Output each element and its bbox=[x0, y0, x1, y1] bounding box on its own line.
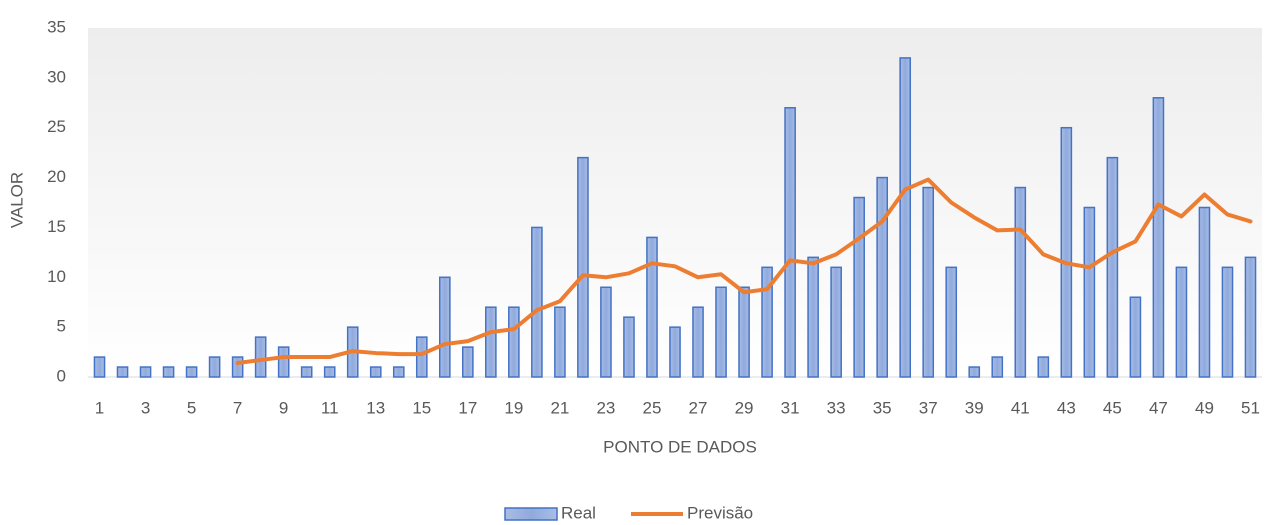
bar bbox=[1175, 266, 1188, 378]
x-tick-label: 45 bbox=[1103, 398, 1122, 417]
y-tick-label: 25 bbox=[47, 117, 66, 136]
bar bbox=[531, 226, 543, 378]
bar bbox=[1129, 296, 1142, 378]
bar bbox=[277, 346, 290, 378]
y-tick-label: 5 bbox=[57, 317, 66, 336]
bar bbox=[1060, 126, 1073, 378]
x-tick-label: 41 bbox=[1011, 398, 1030, 417]
x-tick-label: 33 bbox=[827, 398, 846, 417]
x-tick-label: 3 bbox=[141, 398, 150, 417]
bar bbox=[185, 366, 198, 378]
bar bbox=[116, 366, 129, 378]
bar bbox=[208, 356, 221, 378]
bar bbox=[646, 236, 658, 378]
x-tick-label: 43 bbox=[1057, 398, 1076, 417]
legend-swatch bbox=[504, 507, 558, 521]
x-tick-label: 17 bbox=[458, 398, 477, 417]
y-tick-label: 0 bbox=[57, 366, 66, 385]
bar bbox=[945, 266, 958, 378]
y-tick-label: 30 bbox=[47, 67, 66, 86]
y-tick-label: 35 bbox=[47, 17, 66, 36]
x-tick-label: 23 bbox=[596, 398, 615, 417]
x-tick-label: 29 bbox=[735, 398, 754, 417]
bar bbox=[369, 366, 382, 378]
bar bbox=[1014, 186, 1027, 378]
bar bbox=[1037, 356, 1050, 378]
x-tick-label: 37 bbox=[919, 398, 938, 417]
x-tick-label: 11 bbox=[321, 398, 339, 417]
bar bbox=[807, 256, 819, 378]
bar bbox=[715, 286, 727, 378]
legend-label: Real bbox=[561, 503, 596, 522]
bar bbox=[830, 266, 842, 378]
bar bbox=[438, 276, 451, 378]
bar bbox=[899, 57, 912, 378]
y-axis-title: VALOR bbox=[7, 172, 26, 228]
bar bbox=[300, 366, 313, 378]
y-tick-label: 15 bbox=[47, 217, 66, 236]
x-tick-label: 13 bbox=[366, 398, 385, 417]
bar bbox=[508, 306, 520, 378]
x-tick-label: 25 bbox=[643, 398, 662, 417]
bar bbox=[623, 316, 635, 378]
x-tick-label: 31 bbox=[781, 398, 800, 417]
bar bbox=[392, 366, 405, 378]
x-axis-title: PONTO DE DADOS bbox=[603, 437, 757, 456]
legend-label: Previsão bbox=[687, 503, 753, 522]
bar bbox=[1083, 206, 1096, 378]
x-tick-label: 49 bbox=[1195, 398, 1214, 417]
bar bbox=[1106, 156, 1119, 378]
bar bbox=[162, 366, 175, 378]
x-tick-label: 27 bbox=[689, 398, 708, 417]
bar bbox=[1152, 97, 1165, 378]
bar bbox=[853, 196, 865, 378]
bar bbox=[669, 326, 681, 378]
bar bbox=[784, 107, 796, 378]
bar bbox=[415, 336, 428, 378]
bar bbox=[1244, 256, 1257, 378]
bar bbox=[692, 306, 704, 378]
bar bbox=[1221, 266, 1234, 378]
bar bbox=[600, 286, 612, 378]
x-tick-label: 51 bbox=[1241, 398, 1260, 417]
bar bbox=[761, 266, 773, 378]
x-tick-label: 47 bbox=[1149, 398, 1168, 417]
y-tick-label: 20 bbox=[47, 167, 66, 186]
bar bbox=[922, 186, 935, 378]
bar bbox=[231, 356, 244, 378]
x-tick-label: 15 bbox=[412, 398, 431, 417]
x-tick-label: 35 bbox=[873, 398, 892, 417]
bar bbox=[577, 156, 589, 378]
x-tick-label: 39 bbox=[965, 398, 984, 417]
x-tick-label: 5 bbox=[187, 398, 196, 417]
bar bbox=[254, 336, 267, 378]
x-tick-label: 19 bbox=[504, 398, 523, 417]
bar bbox=[738, 286, 750, 378]
x-tick-label: 21 bbox=[550, 398, 569, 417]
bar bbox=[462, 346, 474, 378]
bar bbox=[968, 366, 981, 378]
bar bbox=[1198, 206, 1211, 378]
line bbox=[235, 177, 1253, 366]
x-tick-label: 7 bbox=[233, 398, 242, 417]
bar bbox=[485, 306, 497, 378]
y-tick-label: 10 bbox=[47, 267, 66, 286]
x-tick-label: 9 bbox=[279, 398, 288, 417]
bar bbox=[554, 306, 566, 378]
bar bbox=[93, 356, 106, 378]
bar bbox=[876, 176, 888, 378]
bar bbox=[323, 366, 336, 378]
bar bbox=[991, 356, 1004, 378]
x-tick-label: 1 bbox=[95, 398, 104, 417]
bar bbox=[139, 366, 152, 378]
